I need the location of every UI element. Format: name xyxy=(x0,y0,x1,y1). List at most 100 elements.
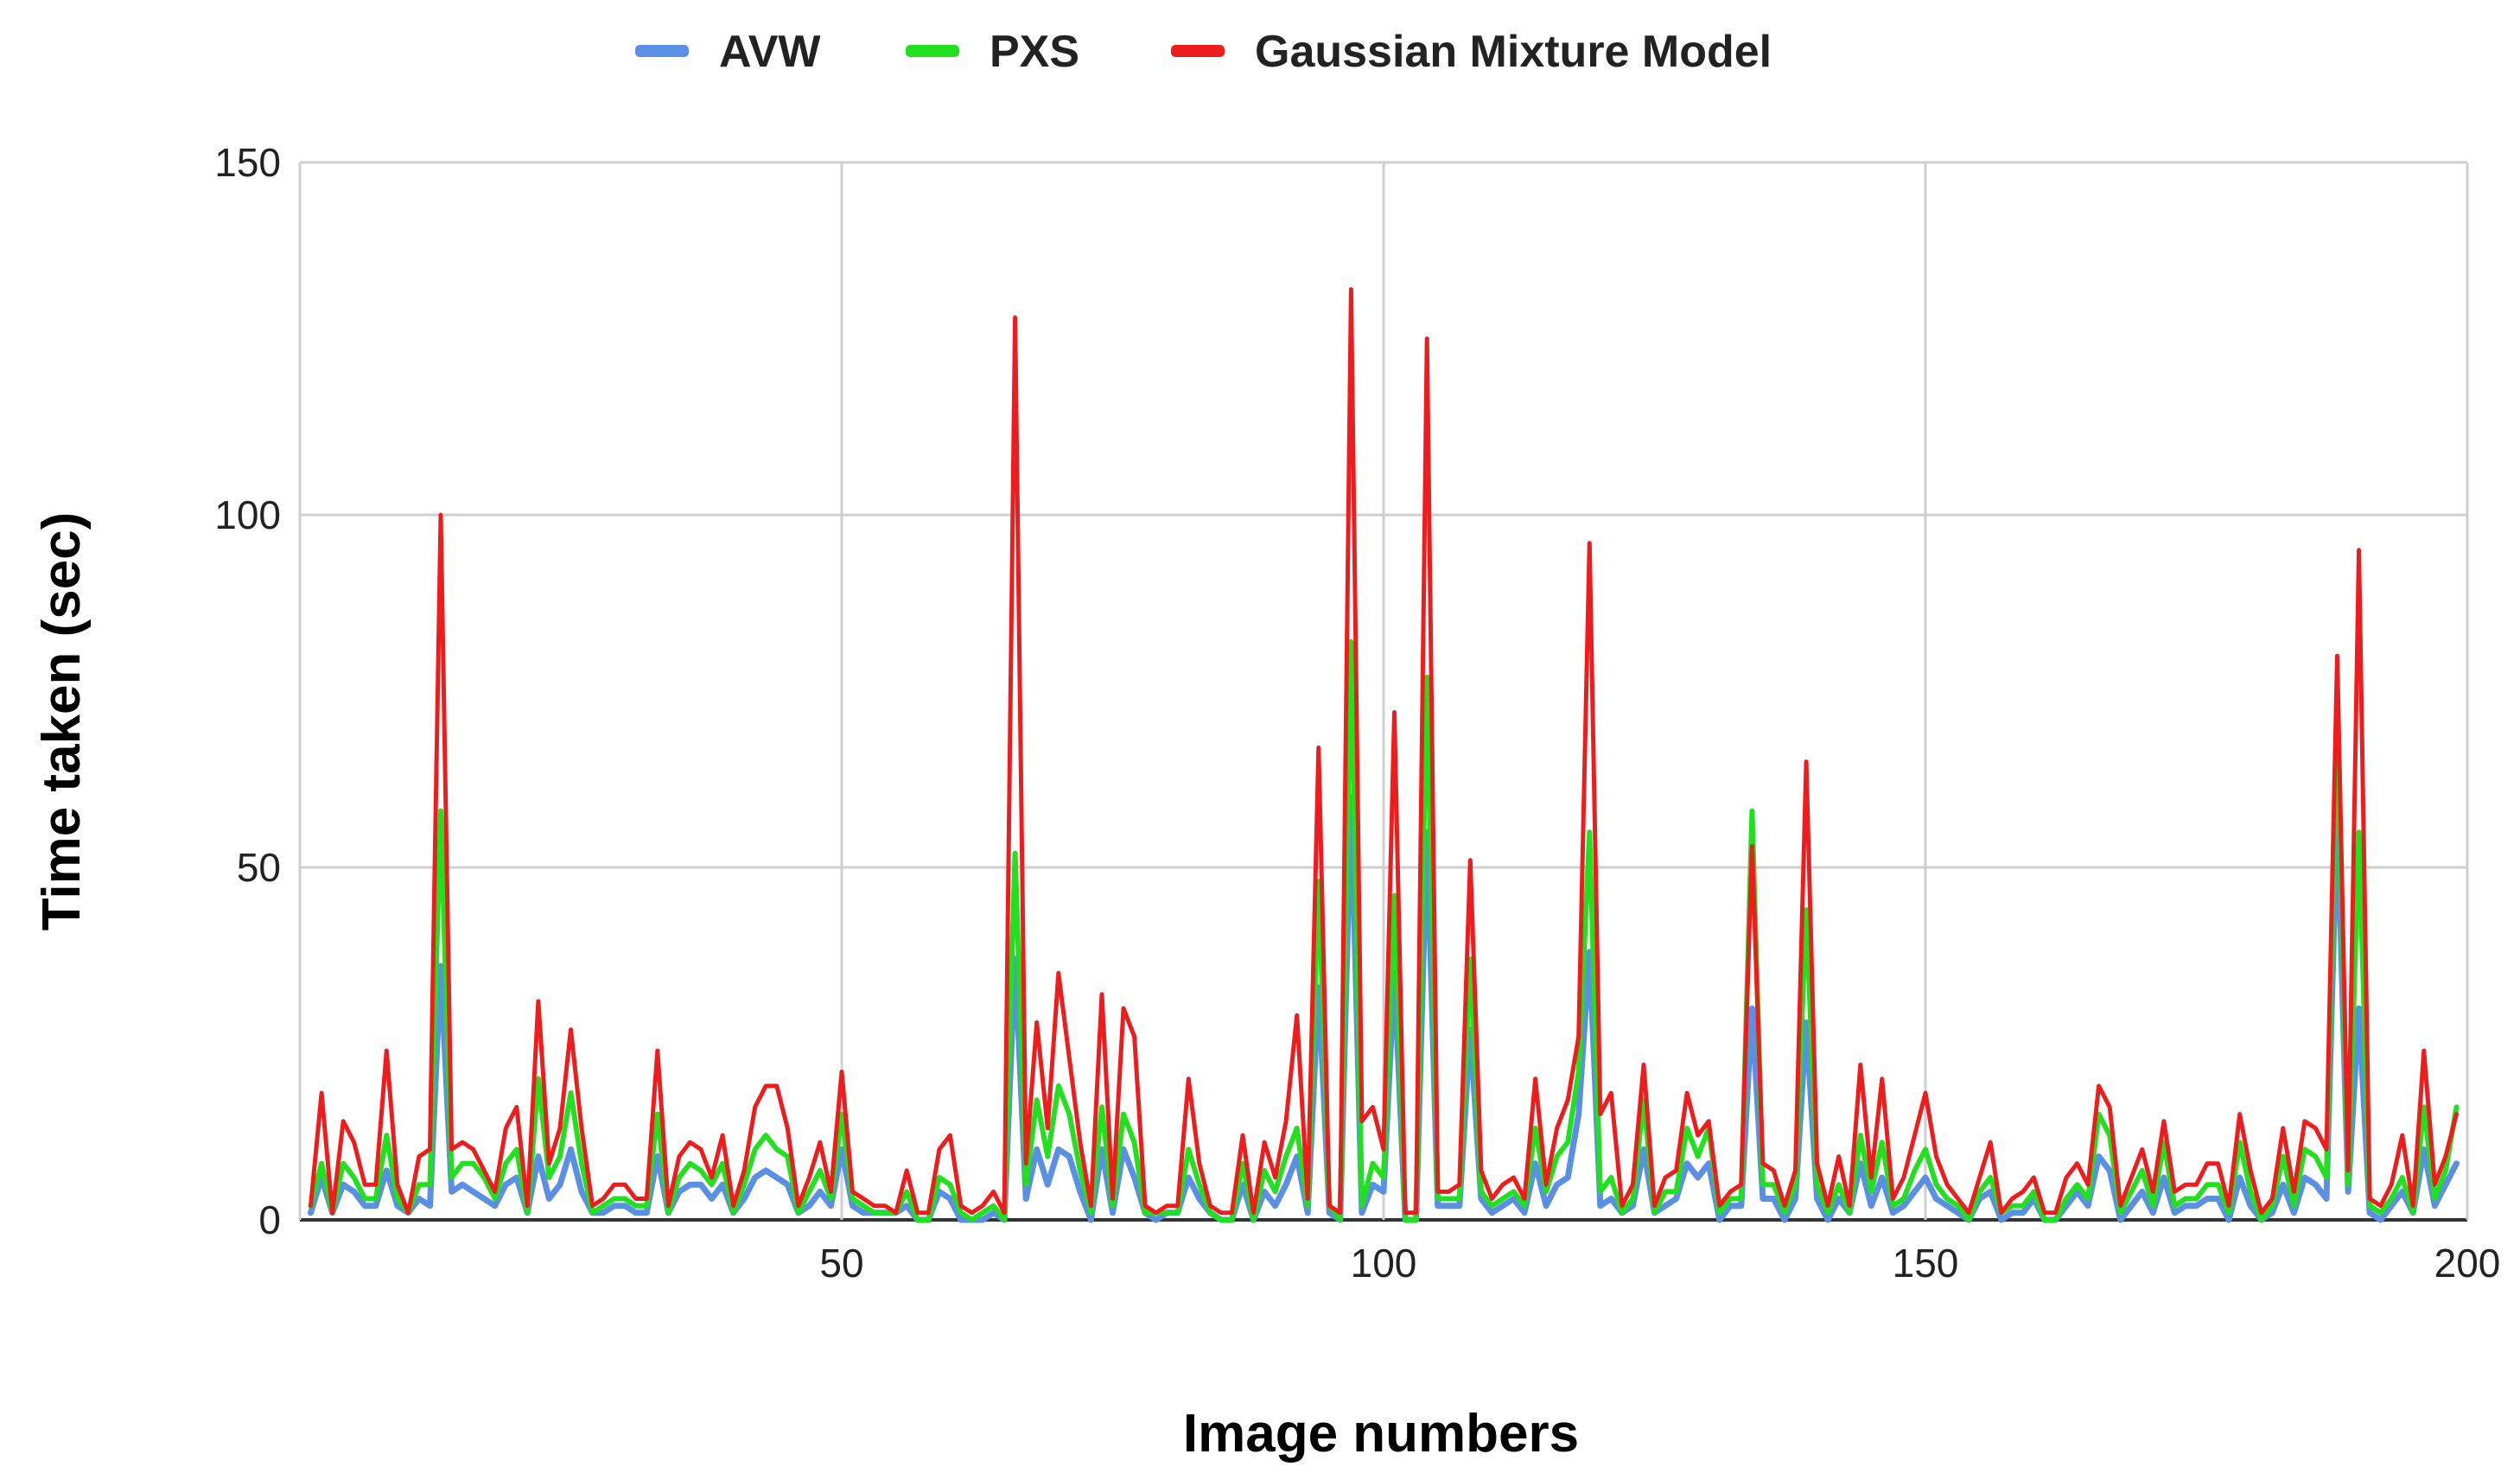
y-axis-title: Time taken (sec) xyxy=(32,512,92,931)
data-point xyxy=(515,1106,518,1108)
data-point xyxy=(1219,1219,1222,1222)
data-point xyxy=(2455,1106,2458,1108)
data-point xyxy=(2314,1155,2317,1158)
data-point xyxy=(1047,1184,1049,1186)
data-point xyxy=(2250,1204,2252,1207)
data-point xyxy=(1870,1190,1873,1193)
data-point xyxy=(970,1219,973,1222)
data-point xyxy=(374,1184,377,1186)
data-point xyxy=(1090,1204,1092,1207)
data-point xyxy=(1144,1204,1147,1207)
data-point xyxy=(1935,1184,1938,1186)
data-point xyxy=(1458,1184,1460,1186)
data-point xyxy=(841,1148,843,1151)
data-point xyxy=(1718,1211,1721,1214)
legend-item: PXS xyxy=(906,27,1079,77)
data-point xyxy=(1567,1141,1569,1144)
data-point xyxy=(1360,1120,1363,1122)
data-point xyxy=(385,1169,388,1171)
data-point xyxy=(927,1219,930,1222)
data-point xyxy=(1643,1148,1645,1151)
data-point xyxy=(2141,1148,2143,1151)
data-point xyxy=(2043,1211,2046,1214)
data-point xyxy=(1035,1099,1038,1102)
data-point xyxy=(1469,859,1472,861)
data-point xyxy=(1079,1190,1081,1193)
data-point xyxy=(2152,1211,2154,1214)
data-point xyxy=(1935,1197,1938,1200)
data-point xyxy=(1123,1007,1125,1010)
data-point xyxy=(2412,1204,2415,1207)
data-point xyxy=(862,1204,865,1207)
data-point xyxy=(353,1141,355,1144)
data-point xyxy=(2109,1106,2111,1108)
data-point xyxy=(1989,1177,1992,1179)
data-point xyxy=(906,1190,908,1193)
data-point xyxy=(2054,1211,2057,1214)
data-point xyxy=(2130,1177,2133,1179)
data-point xyxy=(2455,1113,2458,1115)
data-point xyxy=(1307,1204,1309,1207)
data-point xyxy=(1913,1190,1916,1193)
data-point xyxy=(916,1219,919,1222)
data-point xyxy=(581,1162,583,1165)
x-axis-title: Image numbers xyxy=(1183,1404,1579,1463)
data-point xyxy=(862,1197,865,1200)
y-tick-label: 100 xyxy=(214,492,281,537)
data-point xyxy=(634,1204,637,1207)
data-point xyxy=(1751,845,1753,848)
data-point xyxy=(700,1169,703,1171)
data-point xyxy=(1902,1177,1905,1179)
data-point xyxy=(450,1148,453,1151)
data-point xyxy=(2141,1169,2143,1171)
data-point xyxy=(1480,1190,1482,1193)
data-point xyxy=(1166,1204,1168,1207)
data-point xyxy=(602,1204,605,1207)
data-point xyxy=(808,1177,811,1179)
data-point xyxy=(2379,1219,2382,1222)
data-point xyxy=(797,1204,799,1207)
data-point xyxy=(916,1211,919,1214)
data-point xyxy=(1068,1155,1071,1158)
data-point xyxy=(722,1134,724,1137)
data-point xyxy=(1317,746,1320,749)
axes: 0 50 100 150 50 100 150 200 xyxy=(214,140,2500,1286)
data-point xyxy=(2228,1219,2230,1222)
data-point xyxy=(1805,760,1808,763)
legend-swatch xyxy=(635,45,689,57)
data-point xyxy=(1827,1204,1830,1207)
data-point xyxy=(1892,1197,1894,1200)
data-point xyxy=(2390,1197,2393,1200)
data-point xyxy=(2422,1148,2425,1151)
data-point xyxy=(1047,1155,1049,1158)
data-point xyxy=(417,1184,420,1186)
data-point xyxy=(2130,1190,2133,1193)
data-point xyxy=(2358,549,2360,551)
data-point xyxy=(364,1204,366,1207)
data-point xyxy=(667,1204,670,1207)
data-point xyxy=(2000,1211,2002,1214)
data-point xyxy=(765,1169,767,1171)
data-point xyxy=(342,1120,345,1122)
data-point xyxy=(2000,1219,2002,1222)
data-point xyxy=(2119,1219,2122,1222)
data-point xyxy=(1231,1219,1233,1222)
data-point xyxy=(2271,1204,2274,1207)
data-point xyxy=(2195,1197,2198,1200)
data-point xyxy=(353,1190,355,1193)
data-point xyxy=(2195,1184,2198,1186)
data-point xyxy=(1653,1211,1656,1214)
data-point xyxy=(2206,1162,2209,1165)
data-point xyxy=(1816,1184,1818,1186)
data-point xyxy=(2011,1197,2014,1200)
data-point xyxy=(1187,1177,1190,1179)
data-point xyxy=(1404,1211,1407,1214)
data-point xyxy=(2358,1007,2360,1010)
data-point xyxy=(1014,852,1016,854)
data-point xyxy=(548,1177,550,1179)
data-point xyxy=(2358,831,2360,834)
legend: AVW PXS Gaussian Mixture Model xyxy=(635,27,1772,77)
data-point xyxy=(1740,1184,1742,1186)
data-point xyxy=(1111,1197,1114,1200)
data-point xyxy=(450,1177,453,1179)
